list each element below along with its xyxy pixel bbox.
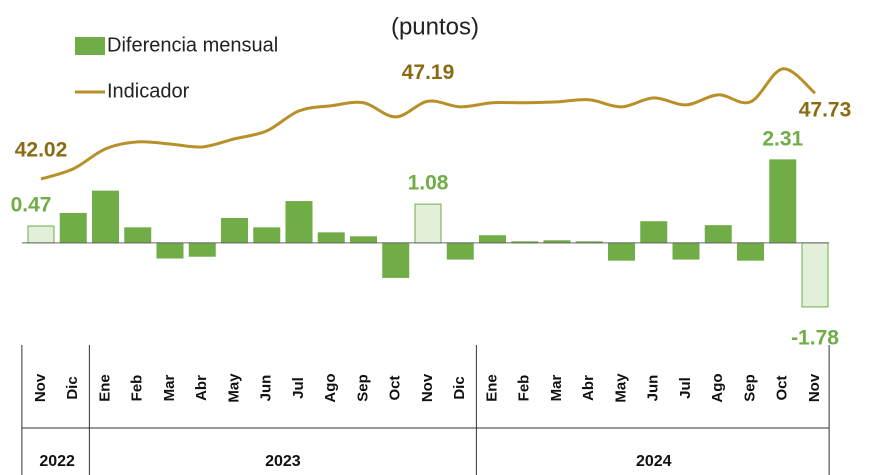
legend-label: Indicador xyxy=(107,80,190,102)
x-tick-label: Nov xyxy=(32,373,49,402)
bar xyxy=(221,217,248,244)
x-tick-label: Mar xyxy=(161,375,178,402)
x-tick-label: Dic xyxy=(451,376,468,399)
x-tick-label: Oct xyxy=(387,375,404,400)
data-label: 1.08 xyxy=(408,172,449,195)
x-tick-label: Mar xyxy=(548,375,565,402)
bar xyxy=(672,242,700,260)
x-tick-label: Sep xyxy=(741,374,758,402)
data-label: 2.31 xyxy=(762,127,803,150)
group-label: 2022 xyxy=(39,453,75,470)
x-tick-label: Ago xyxy=(322,373,339,402)
x-tick-label: Jul xyxy=(677,377,694,399)
x-tick-label: Ene xyxy=(483,374,500,402)
bar xyxy=(59,212,87,244)
bar xyxy=(640,221,668,244)
x-tick-label: Sep xyxy=(354,374,371,402)
data-label: 0.47 xyxy=(11,194,52,217)
data-label: 47.73 xyxy=(799,99,852,122)
x-tick-label: Nov xyxy=(806,373,823,402)
bar xyxy=(414,203,442,244)
bar xyxy=(285,201,313,244)
bar xyxy=(27,225,55,244)
bar xyxy=(801,242,829,308)
x-tick-label: Jun xyxy=(645,375,662,402)
bar xyxy=(446,242,474,260)
group-label: 2024 xyxy=(636,453,672,470)
bar xyxy=(156,242,184,259)
x-tick-label: Feb xyxy=(516,375,533,402)
group-label: 2023 xyxy=(265,453,301,470)
data-label: -1.78 xyxy=(791,326,839,349)
bar xyxy=(124,227,152,244)
x-tick-label: Jun xyxy=(258,375,275,402)
x-tick-label: Ene xyxy=(96,374,113,402)
bar xyxy=(188,242,216,257)
x-tick-label: May xyxy=(612,373,629,403)
bar xyxy=(350,236,377,244)
bar xyxy=(382,242,410,278)
bar xyxy=(769,159,797,244)
legend-label: Diferencia mensual xyxy=(107,34,278,56)
bar xyxy=(608,242,635,261)
legend-swatch xyxy=(75,37,105,55)
bar xyxy=(253,227,281,244)
x-tick-label: Abr xyxy=(580,375,597,401)
bar xyxy=(92,190,119,244)
x-tick-label: Jul xyxy=(290,377,307,399)
x-tick-label: Dic xyxy=(64,376,81,399)
x-tick-label: Nov xyxy=(419,373,436,402)
x-tick-label: May xyxy=(225,373,242,403)
data-label: 47.19 xyxy=(402,61,455,84)
bar xyxy=(704,225,732,244)
bar xyxy=(479,235,506,244)
x-tick-label: Abr xyxy=(193,375,210,401)
x-tick-label: Ago xyxy=(709,373,726,402)
bar xyxy=(737,242,764,261)
x-tick-label: Oct xyxy=(774,375,791,400)
x-tick-label: Feb xyxy=(129,375,146,402)
bar xyxy=(317,232,345,244)
data-label: 42.02 xyxy=(15,138,68,161)
line xyxy=(40,67,816,181)
chart-title: (puntos) xyxy=(391,13,479,40)
